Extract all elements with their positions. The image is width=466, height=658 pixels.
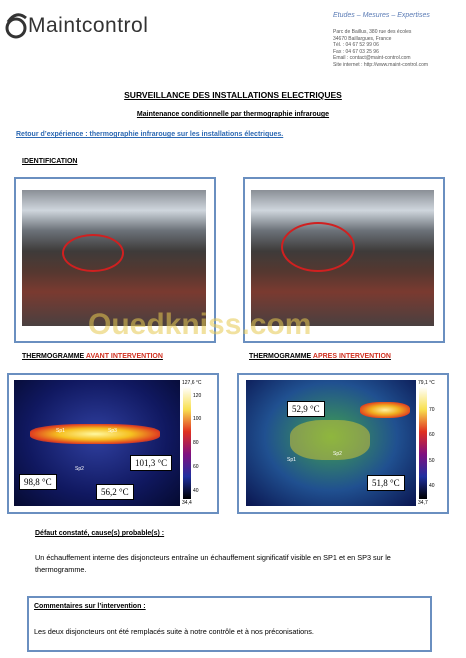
contact-line: Tél. : 04 67 52 99 06	[333, 42, 379, 48]
highlight-circle	[62, 234, 124, 272]
comments-frame	[27, 596, 432, 652]
defect-text: Un échauffement interne des disjoncteurs…	[35, 553, 391, 574]
photo-frame	[14, 177, 216, 343]
reading: 98,8 °C	[19, 474, 57, 490]
photo-frame	[243, 177, 445, 343]
reading: 101,3 °C	[130, 455, 173, 471]
comments-text: Les deux disjoncteurs ont été remplacés …	[34, 627, 314, 636]
watermark: Ouedkniss.com	[88, 308, 312, 341]
defect-title: Défaut constaté, cause(s) probable(s) :	[35, 530, 165, 537]
color-scale	[183, 387, 191, 499]
highlight-circle	[281, 222, 355, 272]
logo-icon	[5, 13, 27, 39]
title: SURVEILLANCE DES INSTALLATIONS ELECTRIQU…	[0, 90, 466, 100]
thermogram-frame	[7, 373, 219, 514]
scale-tick: 120	[193, 393, 202, 399]
logo: Maintcontrol	[28, 14, 149, 37]
section-label: IDENTIFICATION	[22, 158, 78, 165]
scale-tick: 60	[193, 464, 199, 470]
color-scale	[419, 387, 427, 499]
spot: Sp1	[287, 457, 296, 463]
reading: 51,8 °C	[367, 475, 405, 491]
contact-line: Email : contact@maint-control.com	[333, 55, 411, 61]
label: THERMOGRAMME	[249, 353, 313, 360]
subtitle-text: Maintenance conditionnelle par thermogra…	[136, 111, 330, 118]
thermogram-frame	[237, 373, 449, 514]
scale-tick: 40	[193, 488, 199, 494]
scale-tick: 70	[429, 407, 435, 413]
label-highlight: AVANT INTERVENTION	[85, 353, 163, 360]
spot: Sp2	[75, 466, 84, 472]
title-text: SURVEILLANCE DES INSTALLATIONS ELECTRIQU…	[124, 90, 342, 100]
spot: Sp1	[56, 428, 65, 434]
scale-min: 34,4	[182, 500, 192, 506]
reading: 52,9 °C	[287, 401, 325, 417]
scale-tick: 50	[429, 458, 435, 464]
scale-tick: 40	[429, 483, 435, 489]
contact-line: 34670 Baillargues, France	[333, 35, 392, 42]
contact-line: Fax : 04 67 03 25 96	[333, 48, 379, 55]
scale-tick: 100	[193, 416, 202, 422]
scale-tick: 80	[193, 440, 199, 446]
tagline: Etudes – Mesures – Expertises	[333, 12, 430, 19]
thermogram-label: THERMOGRAMME APRES INTERVENTION	[249, 353, 391, 360]
warm-zone	[290, 420, 370, 460]
intro: Retour d’expérience : thermographie infr…	[16, 131, 284, 138]
scale-min: 34,7	[418, 500, 428, 506]
contact-line: Site internet : http://www.maint-control…	[333, 61, 429, 68]
hot-zone	[30, 424, 160, 444]
contact-line: Parc de Baillus, 380 rue des écoles	[333, 29, 412, 35]
comments-title: Commentaires sur l’intervention :	[34, 603, 146, 610]
spot: Sp3	[108, 428, 117, 434]
label: THERMOGRAMME	[22, 353, 86, 360]
label-highlight: APRES INTERVENTION	[312, 353, 391, 360]
hot-zone	[360, 402, 410, 418]
spot: Sp2	[333, 451, 342, 457]
thermogram-label: THERMOGRAMME AVANT INTERVENTION	[22, 353, 163, 360]
subtitle: Maintenance conditionnelle par thermogra…	[0, 111, 466, 118]
reading: 56,2 °C	[96, 484, 134, 500]
scale-max: 79,1 °C	[418, 380, 435, 386]
scale-max: 127,6 °C	[182, 380, 202, 386]
scale-tick: 60	[429, 432, 435, 438]
